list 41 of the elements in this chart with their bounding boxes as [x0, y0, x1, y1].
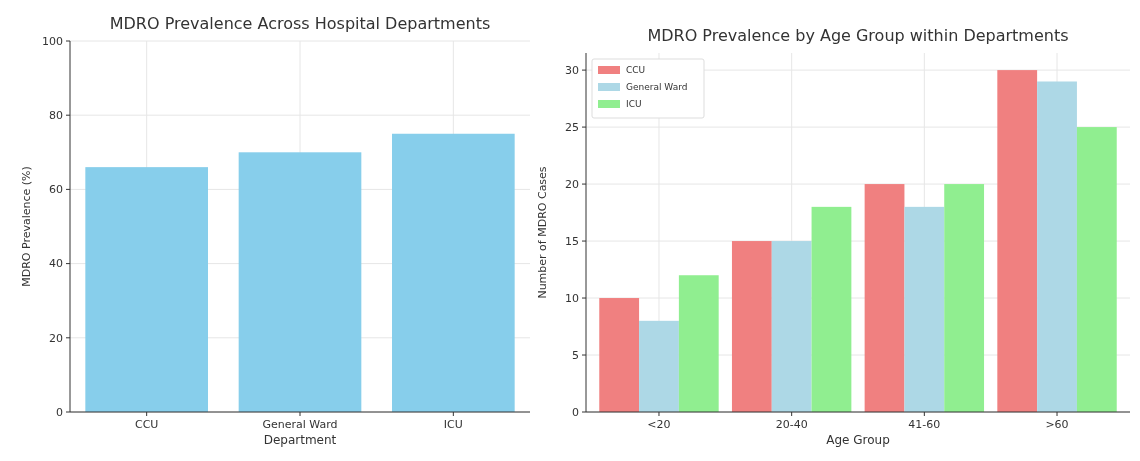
bar — [731, 241, 772, 412]
bar — [599, 298, 640, 412]
y-tick-label: 20 — [565, 177, 579, 191]
y-tick-label: 0 — [56, 405, 63, 419]
bar — [1076, 127, 1117, 412]
legend-label: CCU — [626, 65, 646, 76]
x-tick-label: <20 — [647, 418, 671, 431]
y-tick-label: 25 — [565, 120, 579, 134]
bar — [997, 70, 1038, 412]
x-tick-label: >60 — [1045, 418, 1069, 431]
x-tick-label: CCU — [134, 418, 159, 431]
bar — [904, 206, 945, 412]
legend-label: ICU — [626, 99, 642, 110]
x-axis-title: Age Group — [826, 433, 890, 447]
y-axis-title: MDRO Prevalence (%) — [20, 166, 33, 287]
bar — [1037, 81, 1077, 412]
y-axis-title: Number of MDRO Cases — [536, 166, 549, 299]
bar — [771, 241, 812, 412]
x-tick-label: General Ward — [262, 418, 338, 431]
bar — [864, 184, 905, 412]
y-tick-label: 100 — [42, 34, 63, 48]
bar — [944, 184, 985, 412]
y-tick-label: 40 — [49, 257, 63, 271]
bar — [811, 206, 852, 412]
y-tick-label: 60 — [49, 183, 63, 197]
y-tick-label: 10 — [565, 291, 579, 305]
bar — [639, 320, 679, 412]
y-tick-label: 15 — [565, 234, 579, 248]
x-tick-label: ICU — [443, 418, 463, 431]
x-axis-title: Department — [263, 433, 337, 447]
legend-label: General Ward — [626, 82, 688, 93]
y-tick-label: 20 — [49, 331, 63, 345]
bar — [678, 275, 719, 412]
x-tick-label: 20-40 — [775, 418, 808, 431]
y-tick-label: 0 — [572, 405, 579, 419]
y-tick-label: 80 — [49, 109, 63, 123]
x-tick-label: 41-60 — [908, 418, 941, 431]
y-tick-label: 5 — [572, 348, 579, 362]
y-tick-label: 30 — [565, 63, 579, 77]
chart-title: MDRO Prevalence Across Hospital Departments — [109, 14, 491, 33]
chart-title: MDRO Prevalence by Age Group within Departments — [647, 26, 1069, 45]
